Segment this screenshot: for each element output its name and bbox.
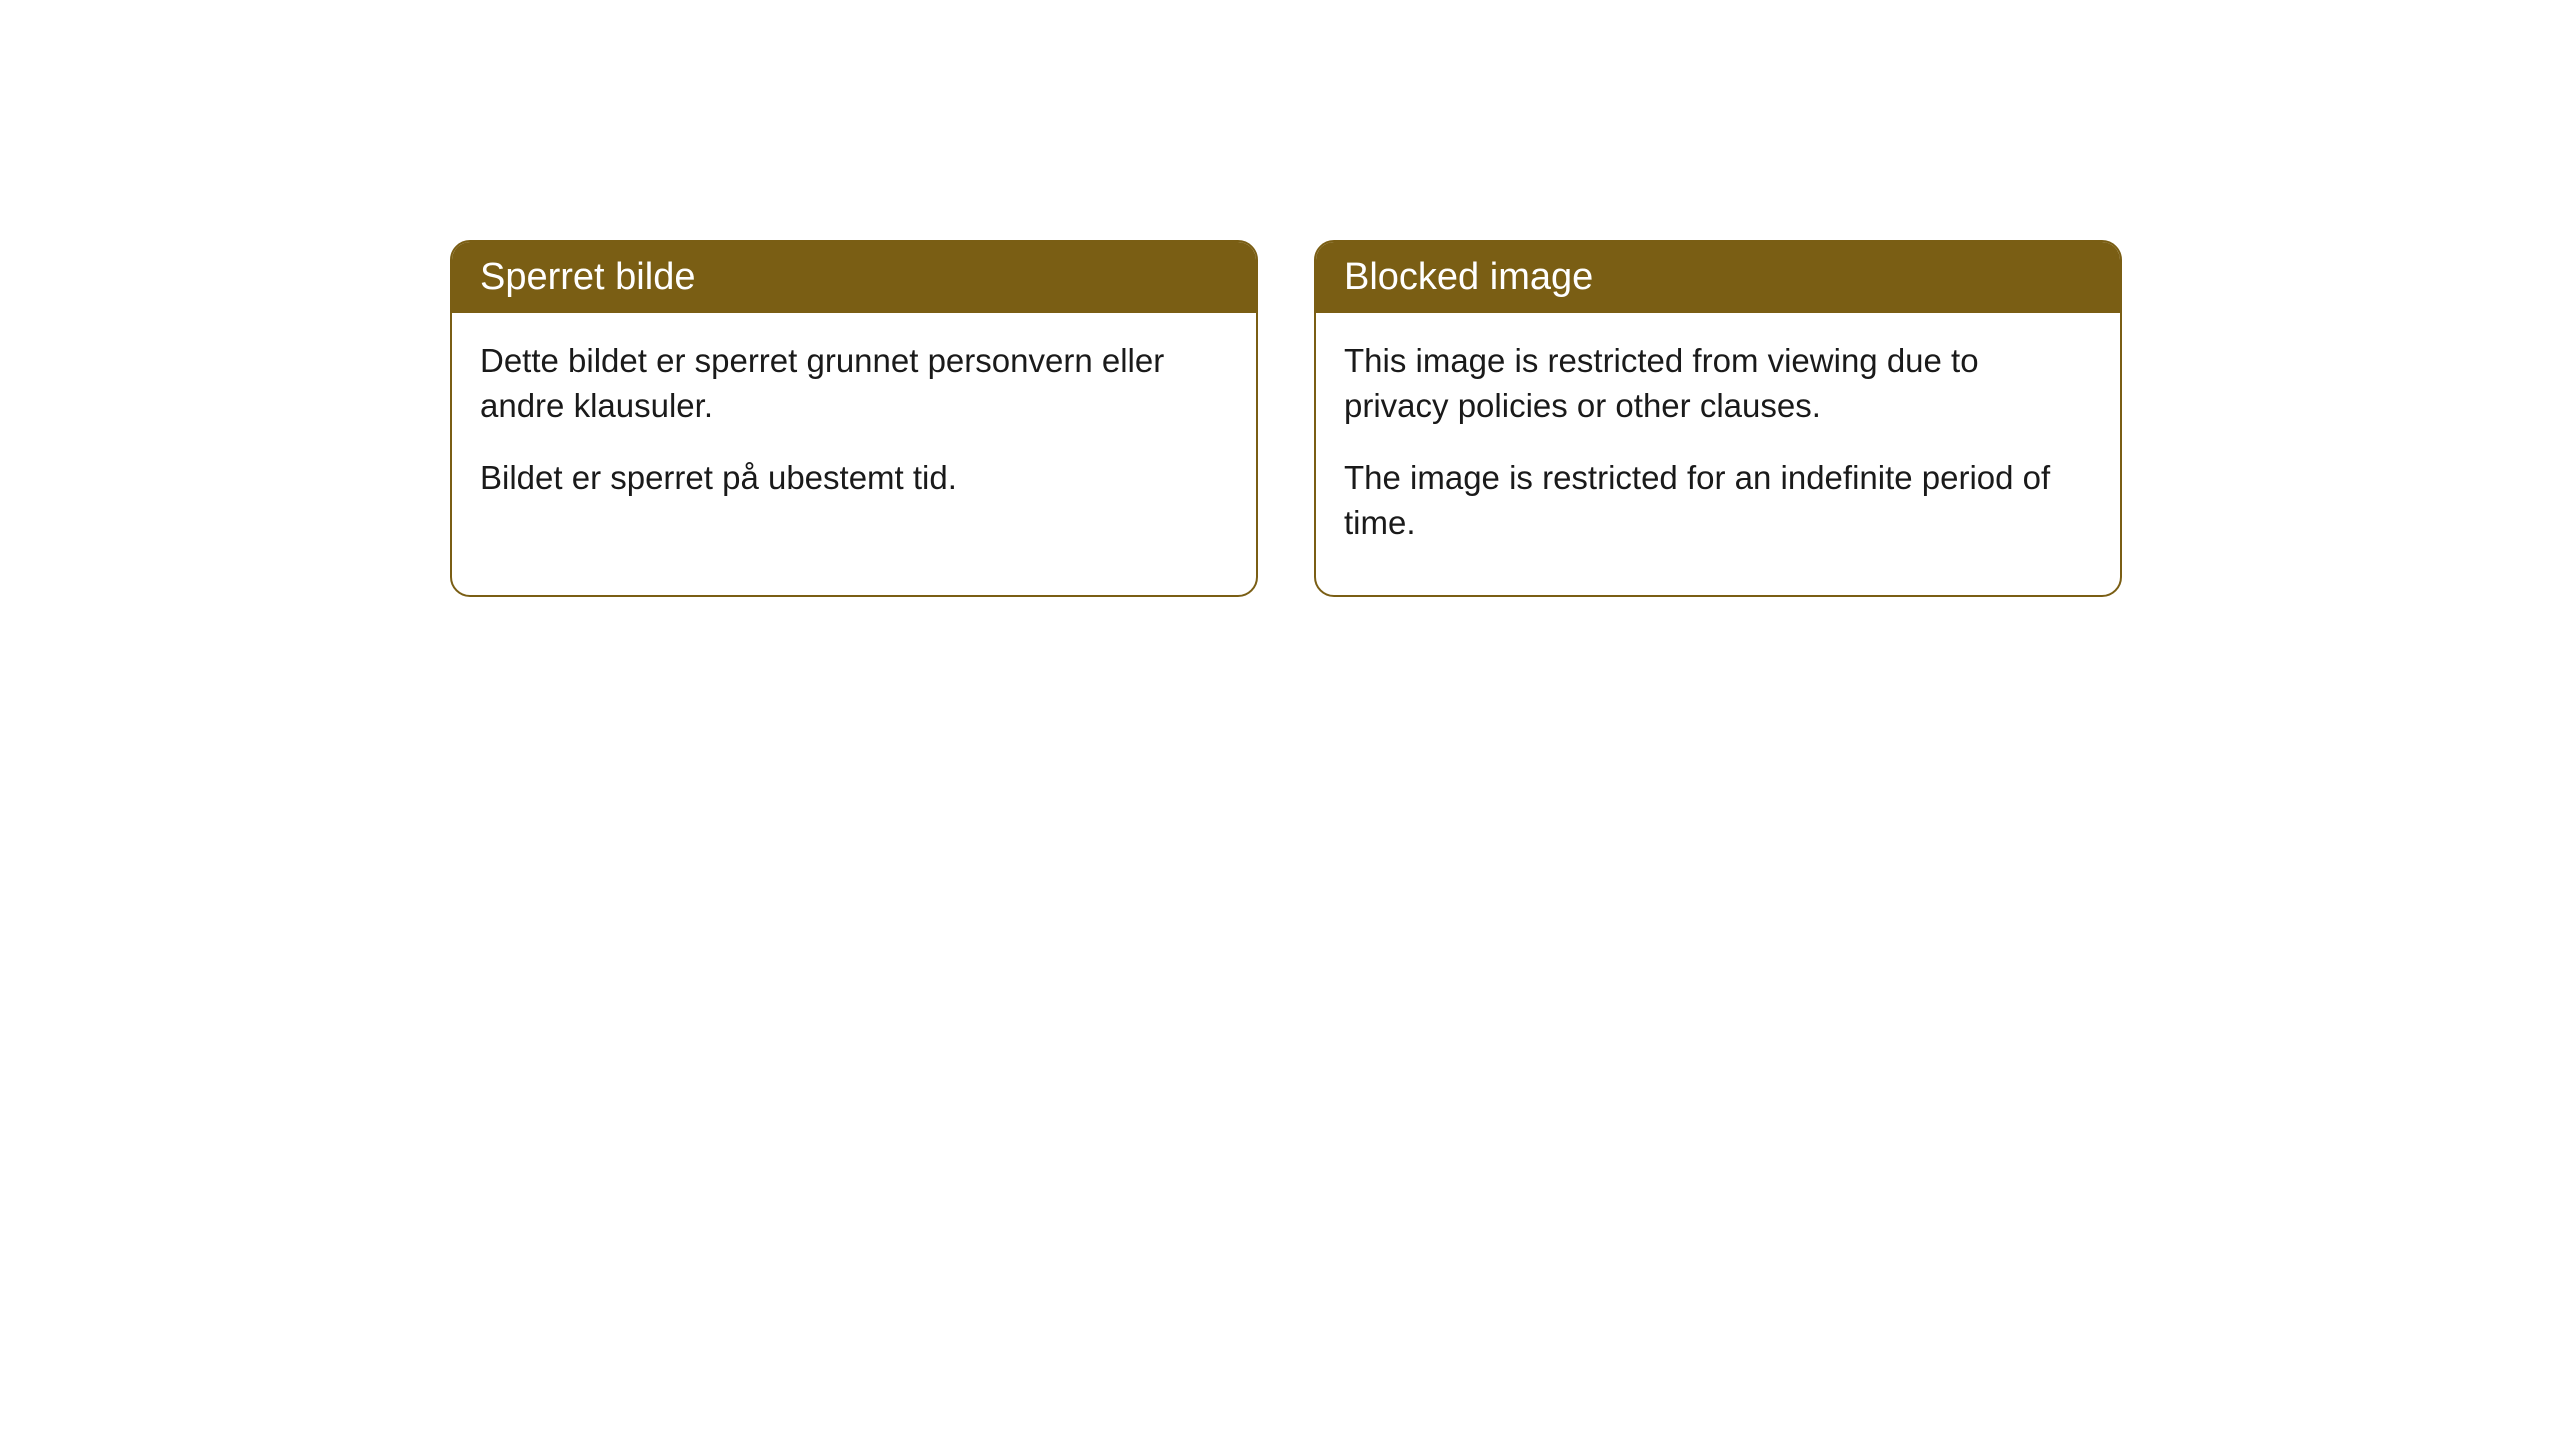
- card-body: This image is restricted from viewing du…: [1316, 313, 2120, 595]
- card-paragraph-1: Dette bildet er sperret grunnet personve…: [480, 339, 1228, 428]
- card-paragraph-2: The image is restricted for an indefinit…: [1344, 456, 2092, 545]
- card-title: Sperret bilde: [480, 256, 695, 298]
- cards-container: Sperret bilde Dette bildet er sperret gr…: [450, 240, 2122, 597]
- card-header: Sperret bilde: [452, 242, 1256, 313]
- card-header: Blocked image: [1316, 242, 2120, 313]
- blocked-image-card-norwegian: Sperret bilde Dette bildet er sperret gr…: [450, 240, 1258, 597]
- card-title: Blocked image: [1344, 256, 1593, 298]
- blocked-image-card-english: Blocked image This image is restricted f…: [1314, 240, 2122, 597]
- card-paragraph-2: Bildet er sperret på ubestemt tid.: [480, 456, 1228, 501]
- card-paragraph-1: This image is restricted from viewing du…: [1344, 339, 2092, 428]
- card-body: Dette bildet er sperret grunnet personve…: [452, 313, 1256, 551]
